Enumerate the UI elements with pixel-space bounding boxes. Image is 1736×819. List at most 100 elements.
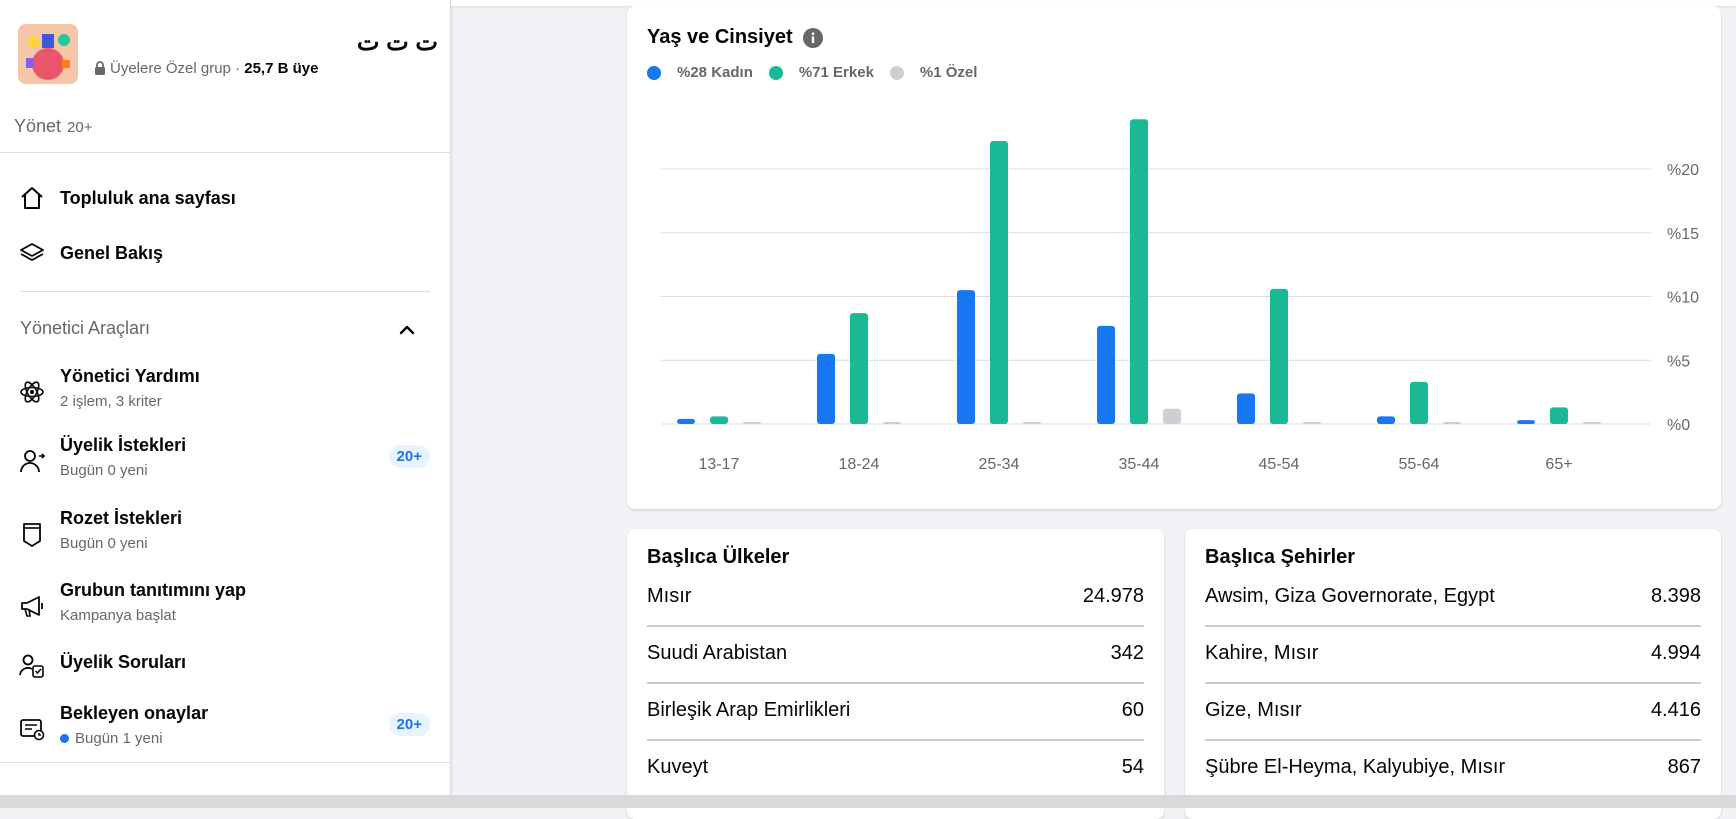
tool-subtitle: Kampanya başlat	[60, 607, 176, 624]
country-name: Kuveyt	[647, 756, 709, 778]
top-countries-card: Başlıca Ülkeler Mısır 24.978 Suudi Arabis…	[627, 529, 1164, 819]
group-name[interactable]: ت ت ت	[356, 29, 438, 56]
tool-subtitle: 2 işlem, 3 kriter	[60, 393, 162, 410]
pending-icon	[18, 715, 46, 743]
legend-swatch	[647, 65, 661, 80]
list-item: Kuveyt 54	[647, 739, 1144, 798]
cities-title: Başlıca Şehirler	[1205, 546, 1356, 568]
x-tick-label: 55-64	[1399, 456, 1440, 473]
tool-membership-requests[interactable]: Üyelik İstekleri Bugün 0 yeni 20+	[18, 435, 430, 485]
tool-admin-assist[interactable]: Yönetici Yardımı 2 işlem, 3 kriter	[18, 366, 430, 416]
questions-icon	[18, 652, 46, 680]
y-tick-label: %10	[1667, 290, 1699, 307]
bar	[883, 422, 901, 424]
bar	[990, 140, 1008, 424]
nav-label: Genel Bakış	[60, 242, 164, 263]
chart-title: Yaş ve Cinsiyet	[647, 26, 793, 48]
layers-icon	[18, 239, 46, 267]
meta-separator: ·	[230, 60, 245, 77]
bar	[710, 416, 728, 424]
lock-icon	[95, 61, 105, 75]
bar	[1550, 407, 1568, 424]
country-name: Mısır	[647, 585, 692, 607]
group-avatar[interactable]	[18, 24, 78, 84]
bar	[1443, 422, 1461, 424]
manage-header[interactable]: Yönet 20+	[14, 116, 93, 137]
bar	[1097, 325, 1115, 424]
legend-item-private[interactable]: %1 Özel	[889, 64, 978, 81]
count-badge: 20+	[388, 445, 430, 468]
legend-item-female[interactable]: %28 Kadın	[647, 64, 753, 81]
list-item: Mısır 24.978	[647, 568, 1144, 627]
country-count: 24.978	[1082, 585, 1144, 607]
admin-tools-title: Yönetici Araçları	[20, 318, 151, 338]
legend-label: %1 Özel	[919, 64, 978, 81]
list-item: Awsim, Giza Governorate, Egypt 8.398	[1205, 568, 1701, 627]
tool-subtitle: Bugün 0 yeni	[60, 462, 148, 479]
group-members: 25,7 B üye	[244, 60, 319, 77]
bar	[1410, 381, 1428, 424]
top-bar	[451, 0, 1736, 6]
megaphone-icon	[18, 592, 46, 620]
list-item: Gize, Mısır 4.416	[1205, 682, 1701, 741]
bar	[1237, 393, 1255, 424]
x-tick-label: 65+	[1545, 456, 1572, 473]
home-icon	[18, 184, 46, 212]
nav-overview[interactable]: Genel Bakış	[18, 239, 438, 267]
info-icon[interactable]	[802, 27, 823, 48]
countries-title: Başlıca Ülkeler	[647, 546, 790, 568]
sidebar: ت ت ت Üyelere Özel grup · 25,7 B üye Yön…	[0, 0, 451, 795]
x-tick-label: 25-34	[979, 456, 1020, 473]
nav-label: Topluluk ana sayfası	[60, 187, 236, 208]
new-dot	[60, 734, 69, 743]
x-tick-label: 45-54	[1259, 456, 1300, 473]
count-badge: 20+	[388, 713, 430, 736]
bar	[1023, 422, 1041, 424]
city-count: 4.416	[1650, 699, 1701, 721]
tool-badge-requests[interactable]: Rozet İstekleri Bugün 0 yeni	[18, 508, 430, 558]
tool-title: Üyelik Soruları	[60, 652, 187, 672]
tool-membership-questions[interactable]: Üyelik Soruları	[18, 652, 430, 702]
divider	[0, 762, 450, 763]
city-name: Şübre El-Heyma, Kalyubiye, Mısır	[1205, 756, 1506, 778]
city-name: Gize, Mısır	[1205, 699, 1302, 721]
bar	[1303, 422, 1321, 424]
chevron-up-icon[interactable]	[397, 320, 417, 340]
x-tick-label: 13-17	[699, 456, 740, 473]
tool-subtitle-text: Bugün 1 yeni	[75, 730, 163, 747]
chart-title-row: Yaş ve Cinsiyet	[647, 26, 823, 49]
nav-community-home[interactable]: Topluluk ana sayfası	[18, 184, 438, 212]
badge-icon	[18, 520, 46, 548]
atom-icon	[18, 378, 46, 406]
city-count: 8.398	[1650, 585, 1701, 607]
legend-label: %71 Erkek	[798, 64, 874, 81]
list-item: Şübre El-Heyma, Kalyubiye, Mısır 867	[1205, 739, 1701, 798]
y-tick-label: %0	[1667, 417, 1690, 434]
legend-label: %28 Kadın	[677, 64, 753, 81]
window-bottom-edge	[0, 795, 1736, 808]
bar	[1270, 288, 1288, 424]
y-tick-label: %15	[1667, 226, 1699, 243]
person-add-icon	[18, 447, 46, 475]
bar	[817, 353, 835, 424]
divider	[0, 152, 450, 153]
y-tick-label: %5	[1667, 353, 1690, 370]
age-gender-chart: %0 %5 %10 %15 %20 13-17 18-24 25-34 35-44 45-54 55…	[661, 119, 1699, 473]
bar	[1163, 408, 1181, 424]
country-count: 342	[1110, 642, 1144, 664]
tool-pending-approvals[interactable]: Bekleyen onaylar Bugün 1 yeni 20+	[18, 703, 430, 753]
bar	[957, 290, 975, 424]
tool-title: Üyelik İstekleri	[60, 435, 187, 455]
manage-label: Yönet	[14, 116, 62, 136]
x-tick-label: 18-24	[839, 456, 880, 473]
group-privacy: Üyelere Özel grup	[110, 60, 231, 77]
country-name: Suudi Arabistan	[647, 642, 788, 664]
country-count: 54	[1121, 756, 1144, 778]
bar	[1583, 422, 1601, 424]
tool-subtitle: Bugün 0 yeni	[60, 535, 148, 552]
legend-swatch	[889, 65, 904, 80]
manage-count: 20+	[67, 119, 93, 136]
legend-item-male[interactable]: %71 Erkek	[768, 64, 874, 81]
tool-promote-group[interactable]: Grubun tanıtımını yap Kampanya başlat	[18, 580, 430, 630]
bar	[1130, 119, 1148, 425]
